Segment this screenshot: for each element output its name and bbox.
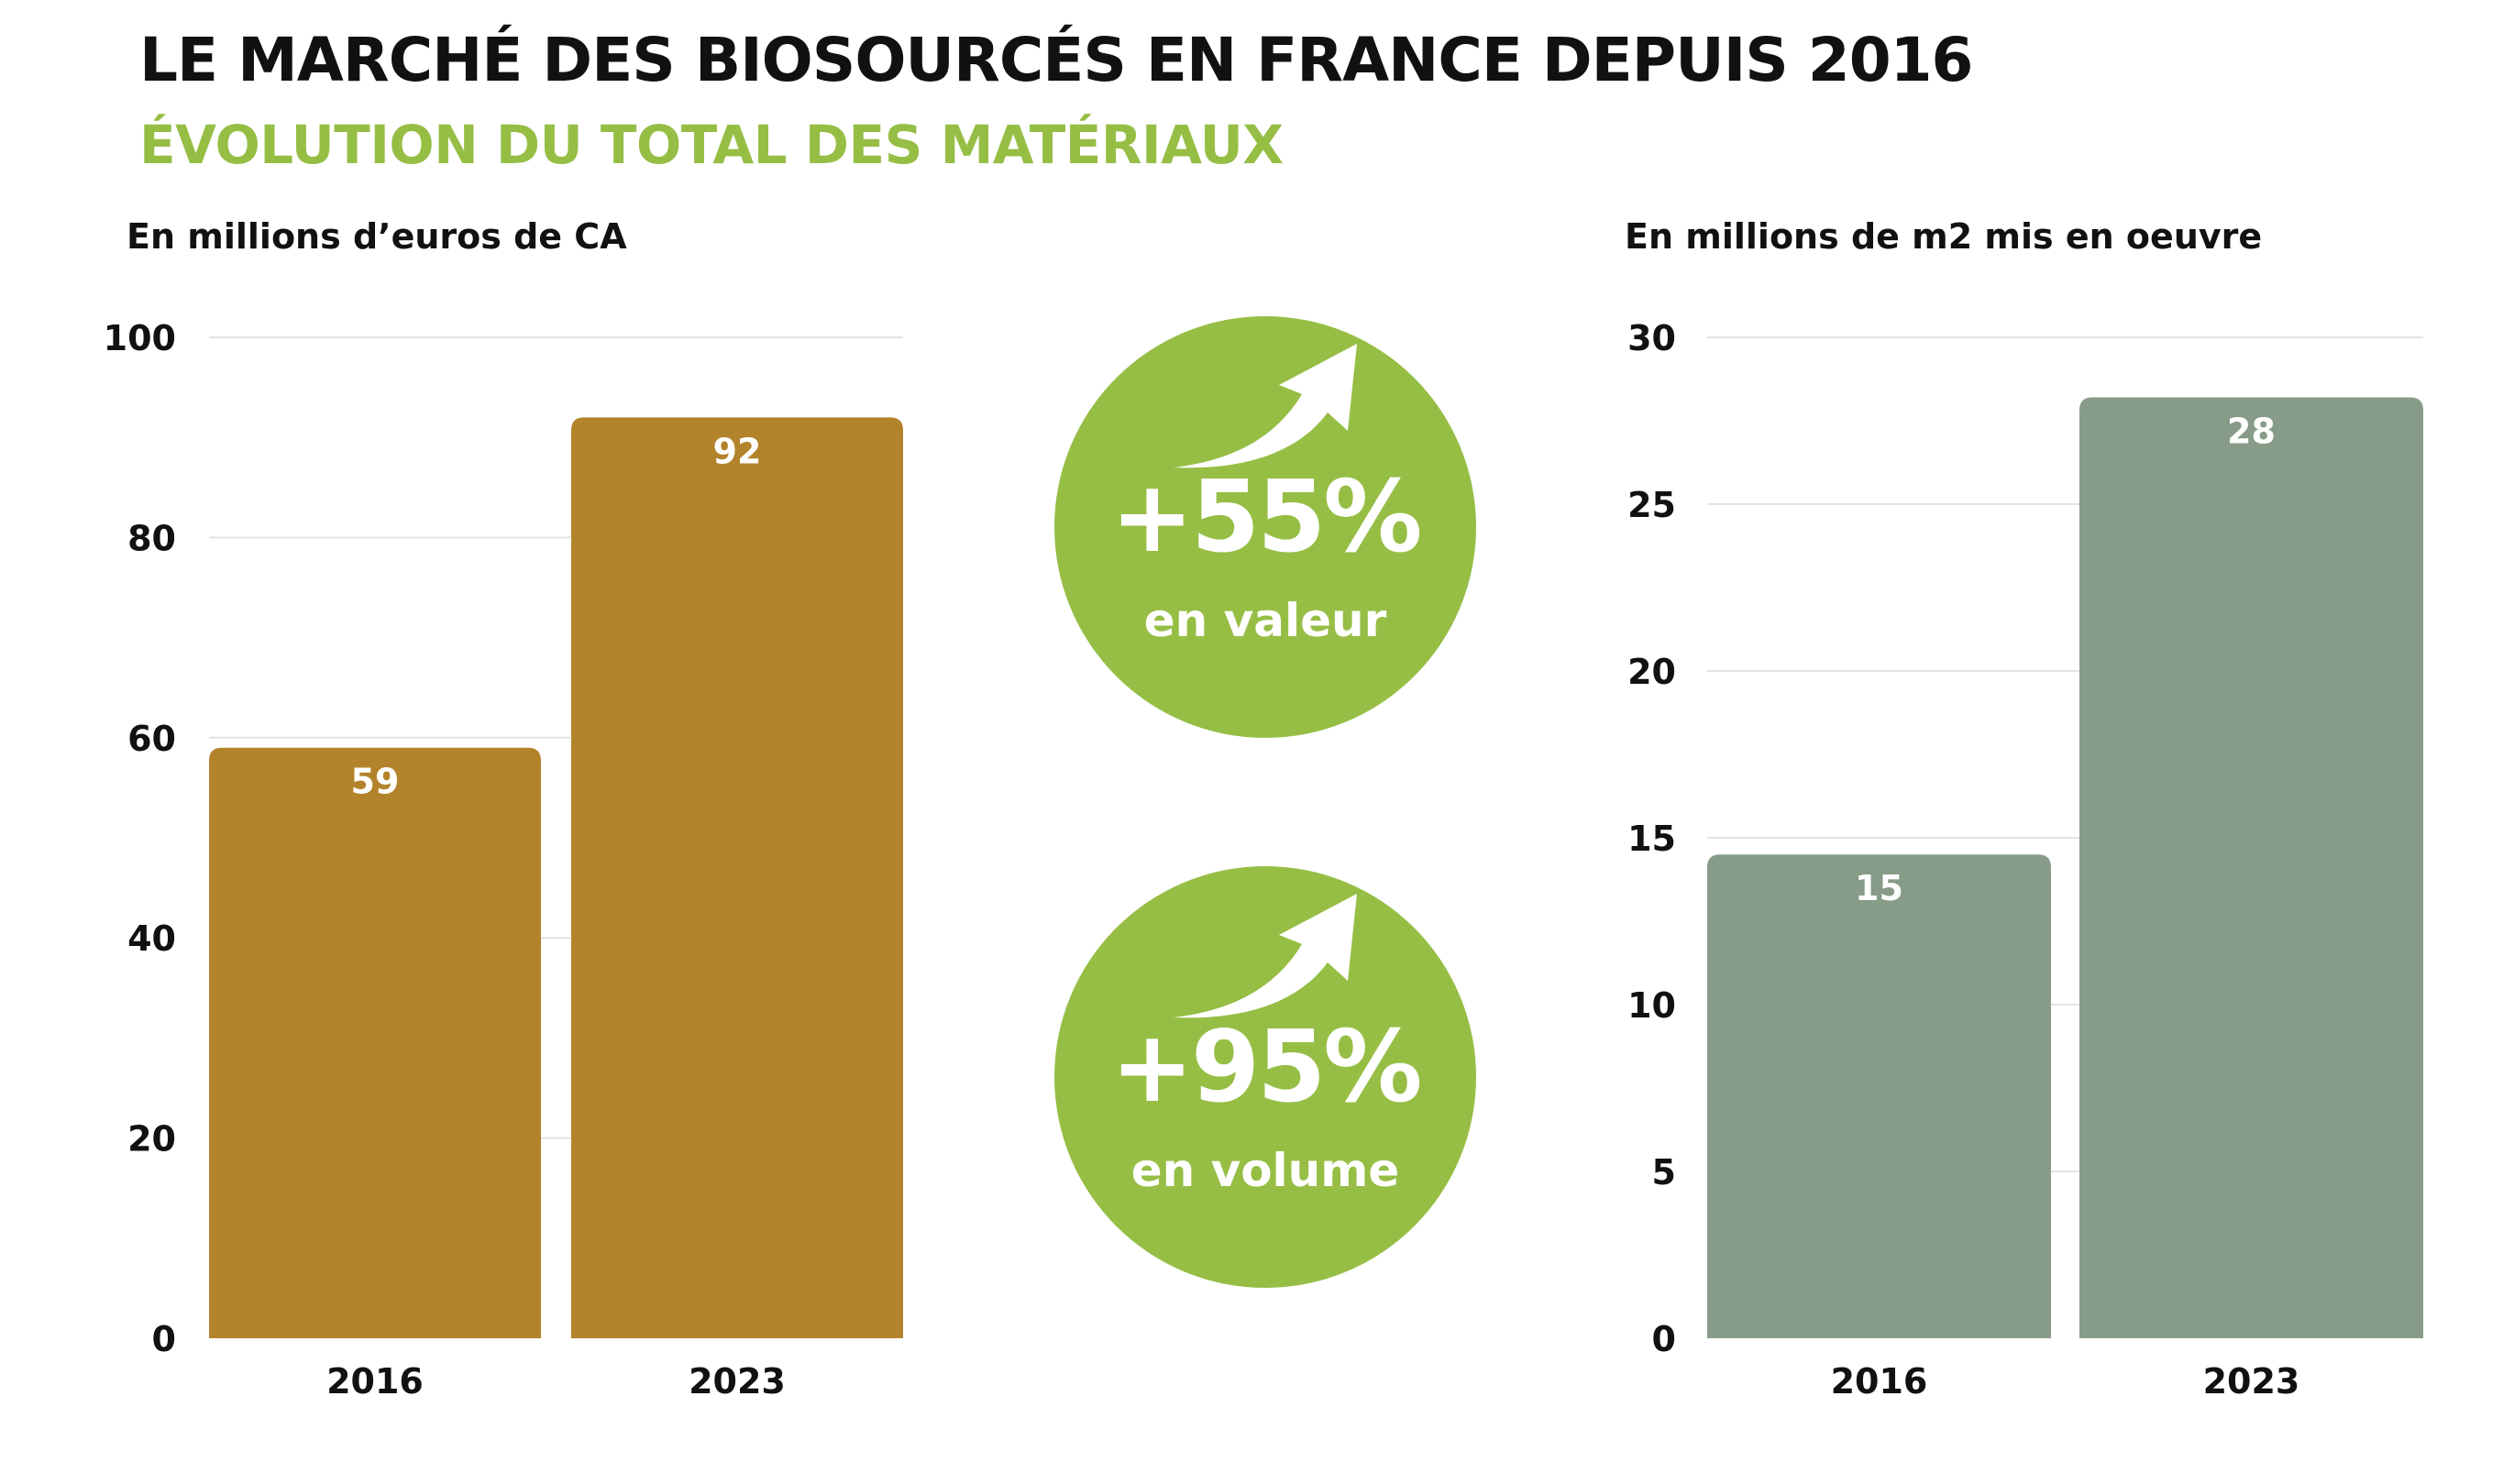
arrow-up-right-icon	[1174, 894, 1357, 1018]
volume-chart-y-tick-label: 25	[1627, 485, 1676, 525]
value-chart-y-tick-label: 0	[152, 1319, 176, 1359]
volume-growth-percent: +95%	[1110, 1010, 1423, 1125]
value-growth-percent: +55%	[1110, 460, 1423, 575]
value-chart-y-tick-label: 20	[127, 1119, 176, 1160]
value-chart-data-label: 59	[351, 762, 400, 802]
volume-chart-x-tick-label: 2023	[2203, 1361, 2300, 1402]
page-title: LE MARCHÉ DES BIOSOURCÉS EN FRANCE DEPUI…	[139, 25, 1973, 95]
volume-chart-data-label: 28	[2227, 412, 2276, 452]
arrow-up-right-icon	[1174, 344, 1357, 468]
volume-chart-y-tick-label: 20	[1627, 652, 1676, 692]
value-chart-y-tick-label: 100	[104, 318, 176, 358]
value-chart-y-tick-label: 80	[127, 518, 176, 558]
value-chart-x-tick-label: 2023	[689, 1361, 786, 1402]
value-chart-data-label: 92	[713, 431, 762, 471]
value-chart-y-tick-label: 40	[127, 918, 176, 959]
volume-growth-badge: +95% en volume	[1054, 866, 1476, 1288]
left-chart-unit-label: En millions d’euros de CA	[127, 216, 627, 257]
volume-chart-bar-2023	[2079, 397, 2423, 1338]
volume-chart-x-tick-label: 2016	[1831, 1361, 1928, 1402]
volume-chart-y-tick-label: 15	[1627, 819, 1676, 859]
volume-growth-label: en volume	[1130, 1144, 1400, 1197]
volume-chart-data-label: 15	[1855, 868, 1903, 908]
right-chart-unit-label: En millions de m2 mis en oeuvre	[1625, 216, 2263, 257]
value-chart-y-tick-label: 60	[127, 719, 176, 759]
value-growth-label: en valeur	[1143, 594, 1387, 647]
value-chart-x-tick-label: 2016	[326, 1361, 424, 1402]
volume-chart-y-tick-label: 30	[1627, 318, 1676, 358]
value-chart-bar-2023	[571, 417, 903, 1338]
page-subtitle: ÉVOLUTION DU TOTAL DES MATÉRIAUX	[139, 114, 1284, 176]
value-growth-badge: +55% en valeur	[1054, 316, 1476, 738]
volume-chart-y-tick-label: 5	[1652, 1152, 1676, 1193]
value-chart-bar-2016	[209, 747, 541, 1338]
volume-chart-bar-2016	[1707, 854, 2051, 1338]
volume-chart-y-tick-label: 0	[1652, 1319, 1676, 1359]
volume-chart-y-tick-label: 10	[1627, 985, 1676, 1026]
